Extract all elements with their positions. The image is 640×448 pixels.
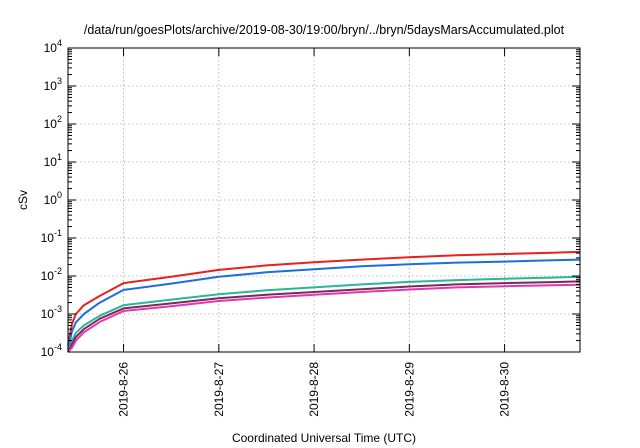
y-tick-label: 104 bbox=[44, 38, 62, 55]
x-tick-labels: 2019-8-26 2019-8-27 2019-8-28 2019-8-29 2019… bbox=[117, 362, 512, 417]
y-axis-label: cSv bbox=[16, 190, 30, 210]
axis-ticks bbox=[68, 47, 580, 353]
y-tick-label: 10-1 bbox=[41, 228, 62, 245]
series-line-4 bbox=[67, 280, 581, 353]
series-line-1 bbox=[67, 250, 581, 346]
y-tick-label: 10-3 bbox=[41, 304, 62, 321]
y-tick-label: 101 bbox=[44, 152, 62, 169]
x-tick-label: 2019-8-29 bbox=[402, 362, 416, 417]
y-tick-label: 10-4 bbox=[41, 342, 62, 359]
x-tick-label: 2019-8-27 bbox=[212, 362, 226, 417]
x-tick-label: 2019-8-30 bbox=[498, 362, 512, 417]
y-tick-label: 102 bbox=[44, 114, 62, 131]
series-line-2 bbox=[67, 258, 581, 350]
chart-title: /data/run/goesPlots/archive/2019-08-30/1… bbox=[84, 23, 565, 37]
series-line-3 bbox=[67, 275, 581, 353]
y-tick-label: 103 bbox=[44, 76, 62, 93]
x-tick-label: 2019-8-28 bbox=[307, 362, 321, 417]
grid bbox=[68, 48, 580, 352]
series-group bbox=[67, 250, 581, 353]
y-tick-labels: 10-4 10-3 10-2 10-1 100 101 102 103 104 bbox=[41, 38, 62, 359]
y-tick-label: 10-2 bbox=[41, 266, 62, 283]
series-line-5 bbox=[67, 283, 581, 353]
y-tick-label: 100 bbox=[44, 190, 62, 207]
x-axis-label: Coordinated Universal Time (UTC) bbox=[232, 431, 416, 445]
x-tick-label: 2019-8-26 bbox=[117, 362, 131, 417]
